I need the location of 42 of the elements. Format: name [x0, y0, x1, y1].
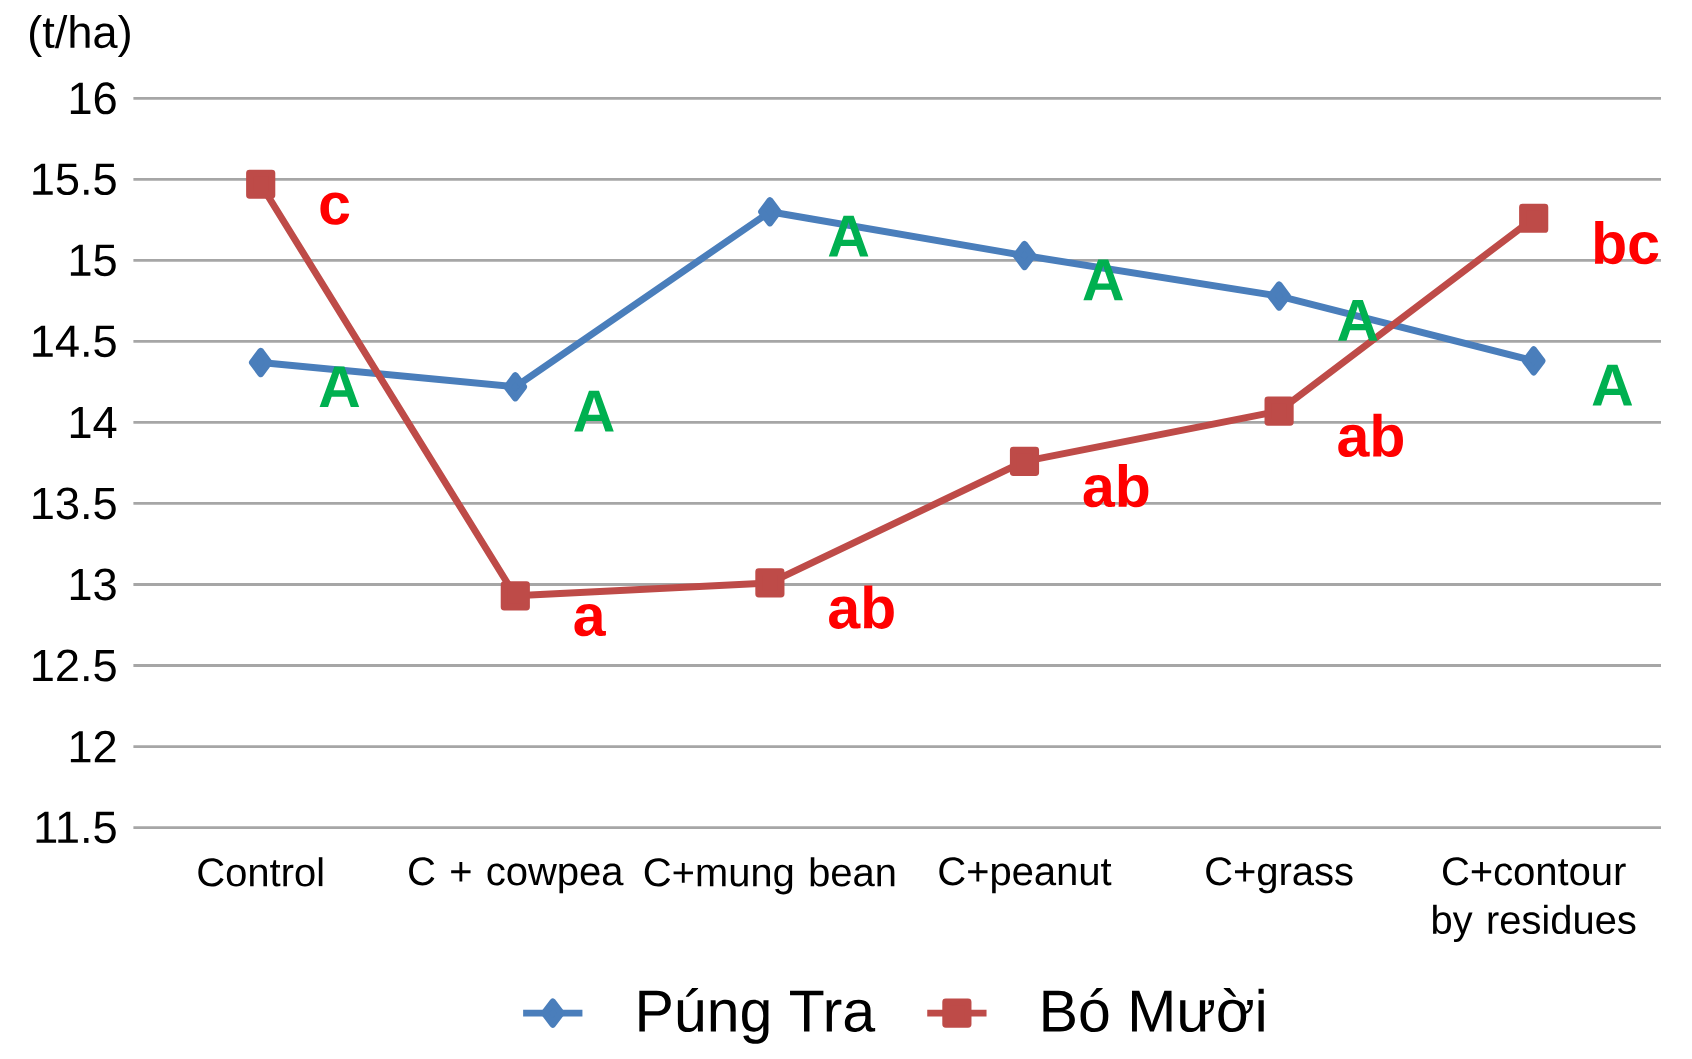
y-tick-label: 14.5: [33, 325, 116, 358]
y-tick-label: 13: [70, 568, 116, 601]
y-tick-label: 16: [70, 82, 116, 115]
y-tick-label: 15.5: [33, 163, 116, 196]
legend-label: Bó Mười: [1043, 988, 1264, 1033]
point: [1264, 396, 1294, 426]
x-tick-label: C+grass: [1206, 857, 1353, 894]
y-tick-label: 11.5: [36, 811, 116, 844]
point: [1521, 346, 1546, 376]
y-tick-label: 12: [70, 730, 116, 763]
annotation: ab: [1338, 413, 1403, 458]
point: [1267, 281, 1291, 311]
point: [755, 568, 785, 598]
point: [1009, 446, 1040, 477]
point: [500, 581, 530, 611]
annotation: A: [1592, 364, 1633, 406]
legend-label: Púng Tra: [639, 988, 876, 1044]
y-tick-label: 15: [70, 244, 116, 277]
annotation: c: [320, 192, 350, 225]
x-tick-label: C+mung bean: [644, 857, 895, 895]
y-tick-label: 14: [70, 407, 117, 439]
point: [1519, 203, 1549, 233]
annotation: ab: [1083, 464, 1149, 508]
annotation: ab: [829, 585, 894, 629]
x-tick-label: C+contour by residues: [1433, 857, 1636, 943]
annotation: A: [319, 366, 360, 408]
annotation: a: [574, 604, 606, 637]
point: [248, 348, 273, 378]
point: [758, 197, 782, 227]
annotation: bc: [1594, 221, 1659, 265]
x-tick-label: Control: [198, 857, 323, 887]
annotation: A: [828, 215, 869, 257]
annotation: A: [1083, 259, 1123, 301]
annotation: A: [574, 390, 614, 432]
point: [503, 372, 528, 402]
x-tick-label: C + cowpea: [409, 857, 624, 894]
point: [1012, 241, 1037, 271]
y-axis-title: (t/ha): [30, 15, 130, 58]
point: [246, 169, 276, 199]
y-tick-label: 12.5: [33, 649, 116, 682]
y-tick-label: 13.5: [33, 487, 116, 520]
x-tick-label: C+peanut: [939, 857, 1112, 894]
